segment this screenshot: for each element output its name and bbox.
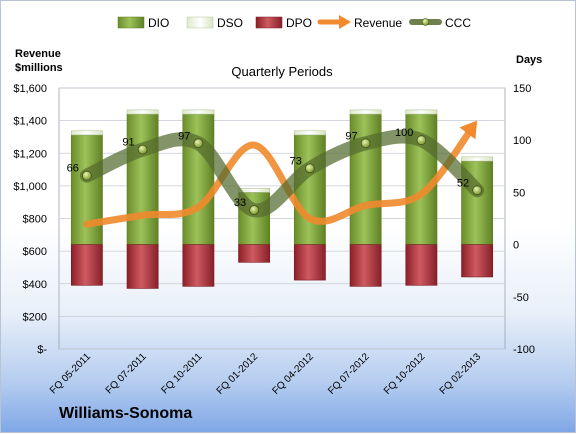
ccc-data-label: 52 — [457, 177, 469, 189]
ccc-marker — [416, 135, 427, 146]
legend-label-ccc: CCC — [445, 16, 471, 30]
ccc-data-label: 91 — [122, 137, 134, 149]
bar-dio — [126, 113, 159, 245]
ccc-data-label: 66 — [67, 163, 79, 175]
legend: DIO DSO DPO Revenue CCC — [117, 15, 471, 30]
bar-dio — [70, 134, 103, 245]
x-tick-label: FQ 04-2012 — [270, 351, 316, 397]
left-axis-title-line1: Revenue — [15, 48, 61, 60]
legend-swatch-dpo — [255, 16, 283, 29]
x-tick-label: FQ 10-2011 — [160, 351, 205, 396]
left-tick-label: $400 — [23, 279, 47, 291]
right-tick-label: -50 — [513, 292, 529, 304]
right-tick-label: 150 — [513, 83, 531, 95]
right-axis-title: Days — [516, 54, 542, 66]
legend-swatch-ccc — [409, 18, 442, 26]
bar-dpo — [238, 244, 271, 263]
bar-dpo — [461, 244, 494, 278]
bar-dpo — [70, 244, 103, 286]
right-axis: -100 -50 0 50 100 150 — [513, 83, 535, 356]
ccc-data-label: 73 — [290, 155, 302, 167]
left-tick-label: $800 — [23, 214, 47, 226]
revenue-arrowhead — [459, 120, 478, 140]
legend-label-dio: DIO — [148, 16, 169, 30]
bar-dso — [349, 109, 382, 115]
bar-dso — [405, 109, 438, 115]
bar-dpo — [293, 244, 326, 281]
ccc-marker — [81, 170, 92, 181]
x-axis: FQ 05-2011 FQ 07-2011 FQ 10-2011 FQ 01-2012… — [48, 351, 484, 397]
chart-title: Quarterly Periods — [231, 64, 333, 79]
bar-dso — [238, 187, 270, 193]
left-tick-label: $1,600 — [13, 83, 47, 95]
right-tick-label: 100 — [513, 135, 531, 147]
ccc-marker — [249, 205, 260, 216]
ccc-marker — [360, 138, 371, 149]
left-tick-label: $200 — [23, 311, 47, 323]
ccc-data-label: 97 — [345, 130, 357, 142]
left-tick-label: $1,400 — [13, 116, 47, 128]
ccc-data-label: 97 — [178, 130, 190, 142]
ccc-marker — [193, 138, 204, 149]
left-axis-title-line2: $millions — [15, 62, 63, 74]
bar-dpo — [349, 244, 382, 287]
bar-dpo — [182, 244, 215, 287]
legend-swatch-dio — [117, 16, 145, 29]
right-tick-label: 0 — [513, 240, 519, 252]
bar-dpo — [126, 244, 159, 289]
ccc-marker — [304, 163, 315, 174]
legend-label-revenue: Revenue — [354, 16, 402, 30]
bar-dio — [293, 134, 326, 245]
company-name: Williams-Sonoma — [59, 405, 193, 422]
data-labels: 66 91 97 33 73 97 100 52 — [67, 127, 470, 209]
left-axis: $- $200 $400 $600 $800 $1,000 $1,200 $1,400 $1,6… — [13, 83, 47, 356]
left-tick-label: $1,200 — [13, 148, 47, 160]
x-tick-label: FQ 02-2013 — [438, 351, 484, 397]
x-tick-label: FQ 07-2012 — [326, 351, 372, 397]
legend-swatch-revenue — [317, 15, 351, 29]
bar-dso — [126, 109, 159, 115]
plot-area: Quarterly Periods 66 91 97 33 73 97 100 52 — [58, 64, 506, 350]
right-tick-label: 50 — [513, 187, 525, 199]
legend-label-dpo: DPO — [286, 16, 312, 30]
left-tick-label: $600 — [23, 246, 47, 258]
legend-swatch-dso — [186, 16, 214, 29]
left-tick-label: $- — [37, 344, 47, 356]
ccc-data-label: 100 — [395, 127, 413, 139]
bar-dso — [182, 109, 215, 115]
x-tick-label: FQ 01-2012 — [215, 351, 261, 397]
bar-dso — [461, 156, 493, 162]
bar-dpo — [405, 244, 438, 286]
ccc-marker — [137, 144, 148, 155]
legend-label-dso: DSO — [217, 16, 243, 30]
right-tick-label: -100 — [513, 344, 535, 356]
x-tick-label: FQ 07-2011 — [104, 351, 149, 396]
x-tick-label: FQ 05-2011 — [48, 351, 93, 396]
x-tick-label: FQ 10-2012 — [382, 351, 428, 397]
ccc-marker — [472, 185, 483, 196]
lines — [79, 120, 485, 228]
left-tick-label: $1,000 — [13, 181, 47, 193]
bar-dso — [294, 130, 326, 136]
bar-dso — [71, 130, 103, 136]
ccc-data-label: 33 — [234, 197, 246, 209]
